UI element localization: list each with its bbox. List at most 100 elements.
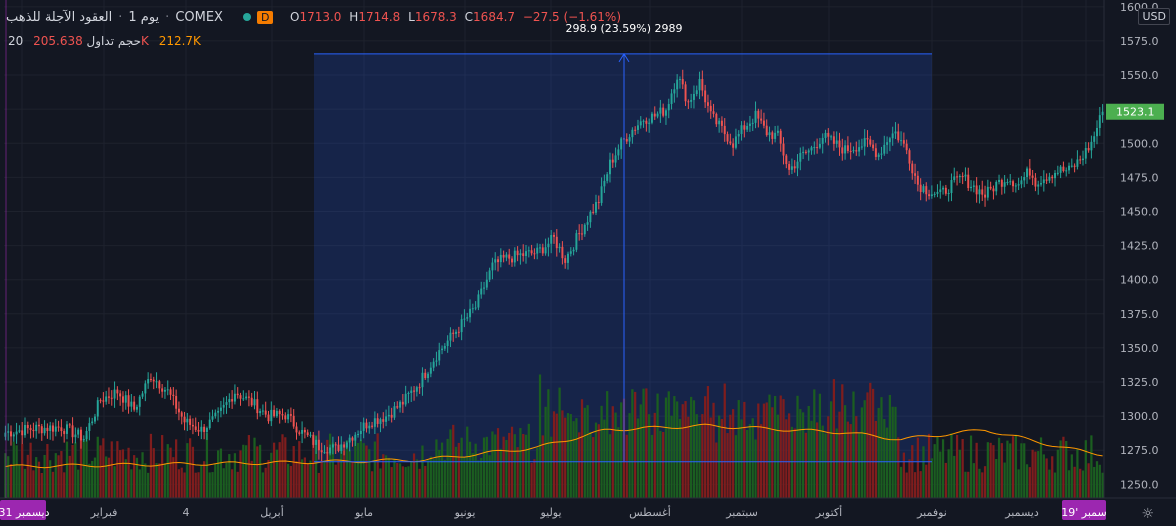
candle <box>180 410 183 425</box>
volume-bar <box>172 457 175 498</box>
volume-bar <box>1003 462 1006 498</box>
candle <box>606 171 609 184</box>
volume-bar <box>236 471 239 498</box>
volume-bar <box>544 406 547 498</box>
volume-bar <box>247 435 251 498</box>
volume-bar <box>163 463 167 498</box>
volume-bar <box>832 379 836 498</box>
candle <box>595 194 597 216</box>
candle <box>849 142 852 160</box>
volume-bar <box>494 434 497 498</box>
price-tick-label: 1350.0 <box>1120 342 1159 355</box>
candle <box>765 119 768 137</box>
volume-bar <box>298 441 301 498</box>
volume-bar <box>1051 456 1054 498</box>
volume-bar <box>1101 472 1104 498</box>
candle <box>485 271 488 291</box>
volume-bar <box>835 428 838 498</box>
volume-bar <box>698 424 701 498</box>
volume-bar <box>1000 443 1003 498</box>
candle <box>1082 150 1084 166</box>
symbol-title[interactable]: العقود الآجلة للذهب <box>6 9 113 25</box>
volume-bar <box>558 387 561 498</box>
candle <box>553 232 555 244</box>
candle <box>26 421 29 434</box>
candle <box>264 401 267 418</box>
candle <box>1048 172 1051 184</box>
candle <box>144 380 147 402</box>
volume-bar <box>796 395 799 498</box>
candle <box>827 128 830 146</box>
volume-bar <box>144 463 147 498</box>
volume-bar <box>953 455 956 498</box>
candle <box>329 444 332 456</box>
candle <box>133 396 136 412</box>
candle <box>900 131 903 146</box>
volume-bar <box>113 466 116 498</box>
candle <box>317 430 320 460</box>
volume-bar <box>300 459 304 498</box>
currency-button[interactable]: USD <box>1138 8 1170 25</box>
candle <box>135 404 138 413</box>
volume-bar <box>715 442 718 498</box>
candle <box>99 398 102 404</box>
volume-bar <box>410 461 413 498</box>
volume-bar <box>748 424 752 498</box>
candle <box>275 407 278 418</box>
candle <box>950 173 953 202</box>
interval-label[interactable]: يوم 1 <box>128 9 160 25</box>
candle <box>659 99 662 123</box>
volume-bar <box>23 468 27 498</box>
volume-bar <box>203 461 206 498</box>
candle <box>200 420 203 440</box>
candle <box>421 367 424 396</box>
volume-bar <box>729 414 732 498</box>
candle <box>757 108 760 128</box>
candle <box>407 391 410 404</box>
candle <box>550 229 553 254</box>
candle <box>1003 175 1006 194</box>
candle <box>947 189 950 202</box>
volume-bar <box>272 442 276 498</box>
candle <box>29 424 32 439</box>
volume-bar <box>177 469 181 498</box>
volume-bar <box>460 437 463 498</box>
candle <box>127 389 130 414</box>
candle <box>678 76 681 89</box>
candle <box>1068 162 1070 174</box>
candle <box>457 326 460 338</box>
volume-bar <box>57 455 60 498</box>
candle <box>270 401 273 427</box>
candle <box>494 252 497 271</box>
volume-bar <box>12 441 15 498</box>
candle <box>1009 174 1012 186</box>
candle <box>930 185 933 199</box>
candle <box>469 299 472 323</box>
candle <box>435 351 438 367</box>
candle <box>85 426 88 442</box>
volume-bar <box>718 415 721 498</box>
volume-bar <box>1059 440 1062 498</box>
candle <box>158 379 161 394</box>
candle <box>474 301 477 311</box>
candle <box>631 127 634 144</box>
candle <box>169 387 172 400</box>
candle <box>65 421 68 440</box>
candle <box>527 246 530 258</box>
candle <box>149 373 152 383</box>
candle <box>259 408 262 417</box>
candle <box>533 248 536 260</box>
volume-bar <box>242 444 245 498</box>
volume-bar <box>1028 467 1031 498</box>
candle <box>82 435 85 442</box>
candle <box>508 248 511 265</box>
volume-bar <box>589 431 592 498</box>
gear-icon[interactable]: ☼ <box>1141 506 1154 522</box>
volume-bar <box>617 427 620 498</box>
price-axis[interactable]: 1250.0 1275.0 1300.0 1325.0 1350.0 1375.0 1400… <box>1103 0 1176 498</box>
candle <box>650 111 653 125</box>
volume-bar <box>446 438 449 498</box>
volume-bar <box>667 391 670 498</box>
